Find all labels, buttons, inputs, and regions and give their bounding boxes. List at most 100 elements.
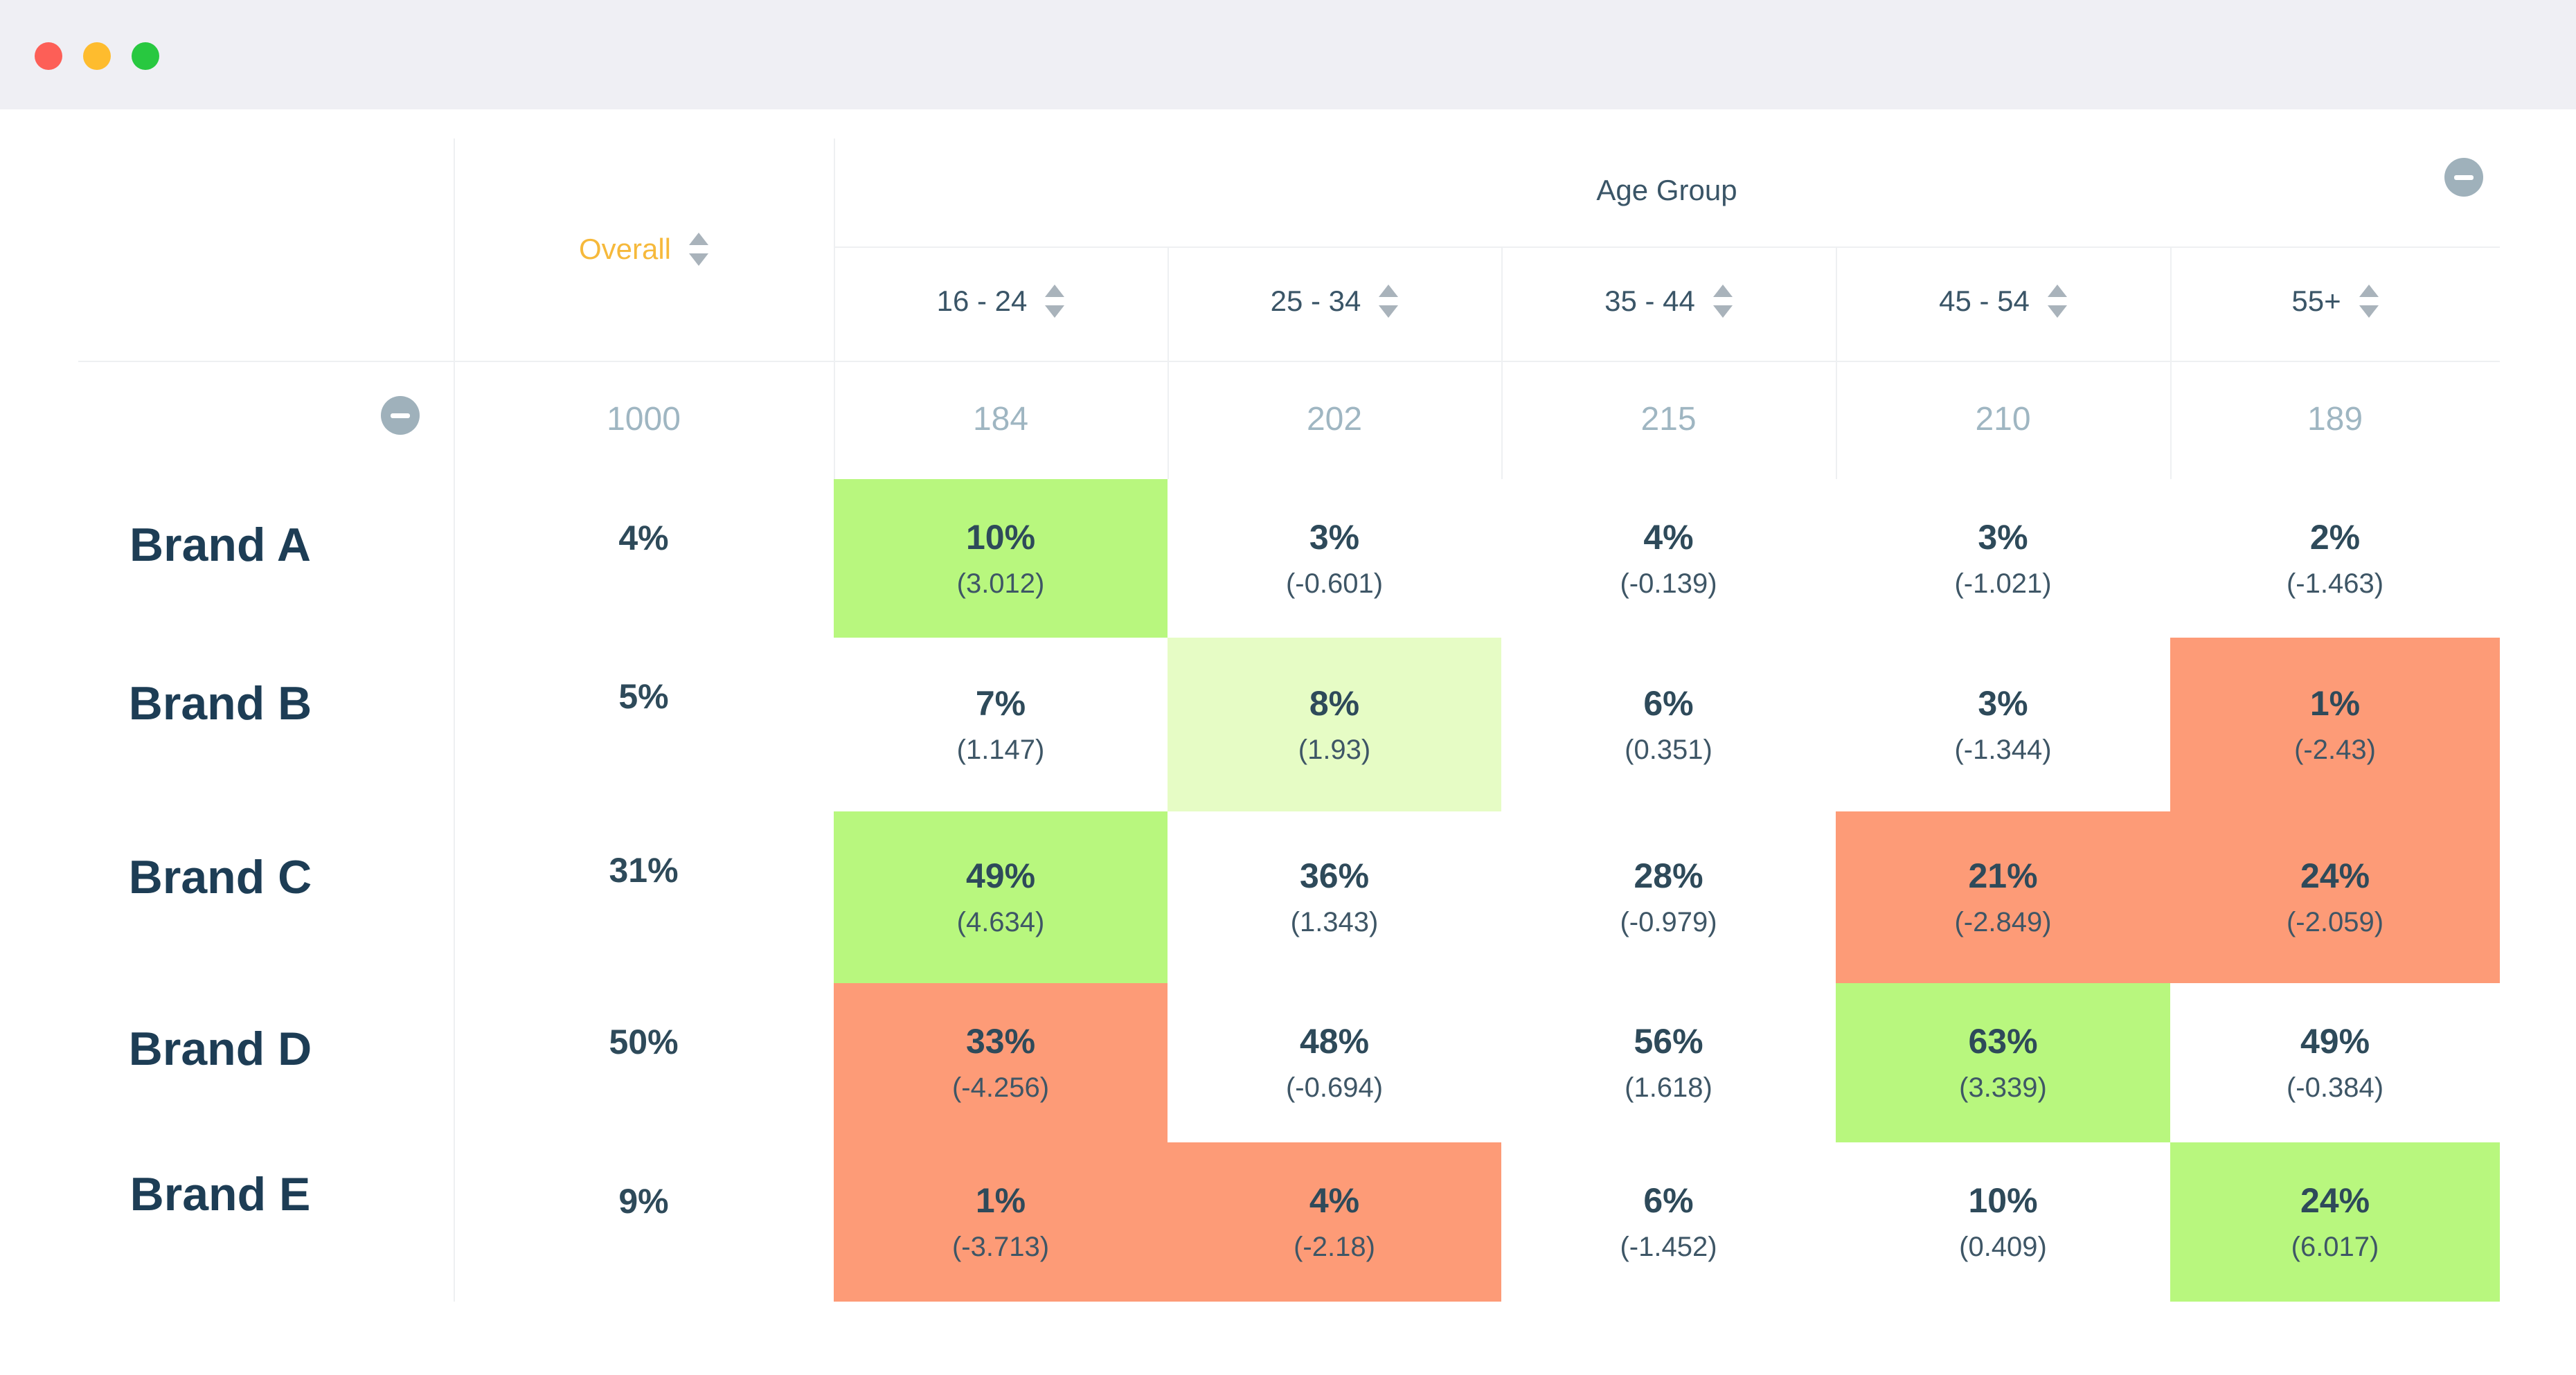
overall-count: 1000 xyxy=(607,400,681,438)
table-cell: 6% (-1.452) xyxy=(1501,1142,1836,1302)
cell-z-score: (-1.463) xyxy=(2286,568,2384,599)
column-header-label: 16 - 24 xyxy=(936,285,1028,317)
table-cell: 10% (3.012) xyxy=(834,479,1168,638)
cell-percentage: 4% xyxy=(1309,1181,1360,1220)
column-header[interactable]: 16 - 24 xyxy=(834,270,1168,332)
cell-percentage: 1% xyxy=(975,1181,1026,1220)
table-cell: 8% (1.93) xyxy=(1168,638,1501,811)
sort-icon[interactable] xyxy=(2359,285,2379,318)
table-cell: 3% (-1.344) xyxy=(1836,638,2170,811)
cell-percentage: 36% xyxy=(1299,856,1370,895)
grid-line xyxy=(78,361,2500,362)
cell-z-score: (-2.43) xyxy=(2294,734,2376,765)
column-header[interactable]: 25 - 34 xyxy=(1168,270,1501,332)
cell-z-score: (-2.849) xyxy=(1954,907,2052,937)
column-header-label: 25 - 34 xyxy=(1270,285,1361,317)
overall-column-header[interactable]: Overall xyxy=(454,215,834,284)
table-cell: 36% (1.343) xyxy=(1168,811,1501,983)
cell-percentage: 8% xyxy=(1309,683,1360,723)
cell-z-score: (-0.139) xyxy=(1620,568,1717,599)
table-cell: 63% (3.339) xyxy=(1836,983,2170,1142)
column-header-label: 35 - 44 xyxy=(1604,285,1695,317)
cell-z-score: (-0.979) xyxy=(1620,907,1717,937)
cell-percentage: 33% xyxy=(965,1022,1036,1061)
cell-z-score: (1.618) xyxy=(1625,1072,1712,1103)
table-cell: 4% (-2.18) xyxy=(1168,1142,1501,1302)
overall-value: 4% xyxy=(618,519,669,557)
table-cell: 24% (-2.059) xyxy=(2170,811,2500,983)
overall-value: 5% xyxy=(618,677,669,716)
cell-percentage: 1% xyxy=(2309,683,2361,723)
column-header[interactable]: 45 - 54 xyxy=(1836,270,2170,332)
table-cell: 3% (-1.021) xyxy=(1836,479,2170,638)
table-cell: 49% (-0.384) xyxy=(2170,983,2500,1142)
overall-value: 9% xyxy=(618,1182,669,1221)
cell-percentage: 24% xyxy=(2300,856,2370,895)
sort-icon[interactable] xyxy=(1045,285,1065,318)
table-cell: 1% (-2.43) xyxy=(2170,638,2500,811)
table-cell: 10% (0.409) xyxy=(1836,1142,2170,1302)
cell-z-score: (-2.059) xyxy=(2286,907,2384,937)
maximize-window-button[interactable] xyxy=(132,42,159,70)
brand-row-label: Brand A xyxy=(129,519,311,571)
cell-percentage: 2% xyxy=(2309,517,2361,557)
cell-z-score: (-1.452) xyxy=(1620,1232,1717,1262)
cell-z-score: (-3.713) xyxy=(951,1232,1050,1262)
column-header[interactable]: 55+ xyxy=(2170,270,2500,332)
table-cell: 3% (-0.601) xyxy=(1168,479,1501,638)
cell-percentage: 10% xyxy=(1968,1181,2038,1220)
age-group-header: Age Group xyxy=(834,159,2500,222)
cell-z-score: (-1.344) xyxy=(1954,734,2052,765)
cell-z-score: (3.339) xyxy=(1959,1072,2047,1103)
column-count: 215 xyxy=(1640,400,1697,438)
column-header[interactable]: 35 - 44 xyxy=(1501,270,1836,332)
brand-row-label: Brand E xyxy=(129,1168,311,1221)
table-cell: 4% (-0.139) xyxy=(1501,479,1836,638)
cell-z-score: (1.93) xyxy=(1298,734,1371,765)
column-count: 184 xyxy=(972,400,1029,438)
cell-percentage: 3% xyxy=(1978,517,2028,557)
cell-percentage: 7% xyxy=(975,683,1026,723)
cell-percentage: 56% xyxy=(1634,1022,1703,1061)
column-header-label: 45 - 54 xyxy=(1939,285,2030,317)
collapse-rows-icon[interactable] xyxy=(381,396,420,435)
column-count: 189 xyxy=(2307,400,2363,438)
brand-row-label: Brand D xyxy=(128,1023,312,1075)
overall-value: 31% xyxy=(609,851,679,890)
cell-z-score: (-2.18) xyxy=(1294,1232,1375,1262)
column-header-label: 55+ xyxy=(2291,285,2341,317)
cell-percentage: 6% xyxy=(1643,1181,1694,1220)
brand-row-label: Brand B xyxy=(128,677,312,730)
table-cell: 33% (-4.256) xyxy=(834,983,1168,1142)
window-titlebar xyxy=(0,0,2576,109)
sort-icon[interactable] xyxy=(1379,285,1399,318)
cell-percentage: 28% xyxy=(1634,856,1703,895)
close-window-button[interactable] xyxy=(35,42,62,70)
table-cell: 6% (0.351) xyxy=(1501,638,1836,811)
cell-percentage: 3% xyxy=(1309,517,1360,557)
table-cell: 2% (-1.463) xyxy=(2170,479,2500,638)
brand-row-label: Brand C xyxy=(128,851,312,904)
cell-z-score: (0.409) xyxy=(1959,1232,2047,1262)
grid-line xyxy=(834,246,2500,248)
sort-icon[interactable] xyxy=(689,233,709,266)
overall-label: Overall xyxy=(578,233,672,265)
cell-z-score: (1.343) xyxy=(1290,907,1379,937)
sort-icon[interactable] xyxy=(1712,285,1733,318)
collapse-columns-icon[interactable] xyxy=(2444,158,2483,197)
cell-z-score: (-4.256) xyxy=(951,1072,1050,1103)
table-cell: 24% (6.017) xyxy=(2170,1142,2500,1302)
age-group-label: Age Group xyxy=(1596,174,1737,206)
table-cell: 49% (4.634) xyxy=(834,811,1168,983)
cell-percentage: 49% xyxy=(965,856,1036,895)
cell-percentage: 49% xyxy=(2300,1022,2370,1061)
cell-z-score: (0.351) xyxy=(1625,734,1712,765)
cell-percentage: 63% xyxy=(1968,1022,2038,1061)
table-cell: 48% (-0.694) xyxy=(1168,983,1501,1142)
cell-z-score: (4.634) xyxy=(956,907,1045,937)
sort-icon[interactable] xyxy=(2047,285,2067,318)
cell-percentage: 48% xyxy=(1299,1022,1370,1061)
minimize-window-button[interactable] xyxy=(83,42,111,70)
cell-z-score: (-1.021) xyxy=(1954,568,2052,599)
grid-line xyxy=(454,138,455,1302)
